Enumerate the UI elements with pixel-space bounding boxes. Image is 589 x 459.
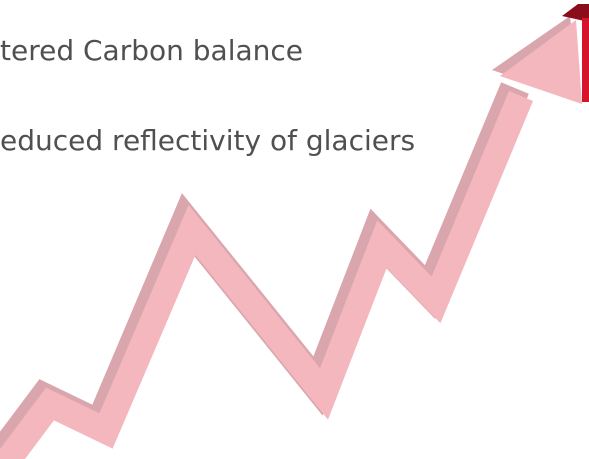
rising-arrow	[0, 0, 589, 459]
slide: {"bullets": ["tered Carbon balance", "ed…	[0, 0, 589, 459]
bullet-text: tered Carbon balance	[0, 34, 303, 67]
accent-bar	[582, 18, 589, 102]
bullet-text: educed reflectivity of glaciers	[0, 124, 415, 157]
